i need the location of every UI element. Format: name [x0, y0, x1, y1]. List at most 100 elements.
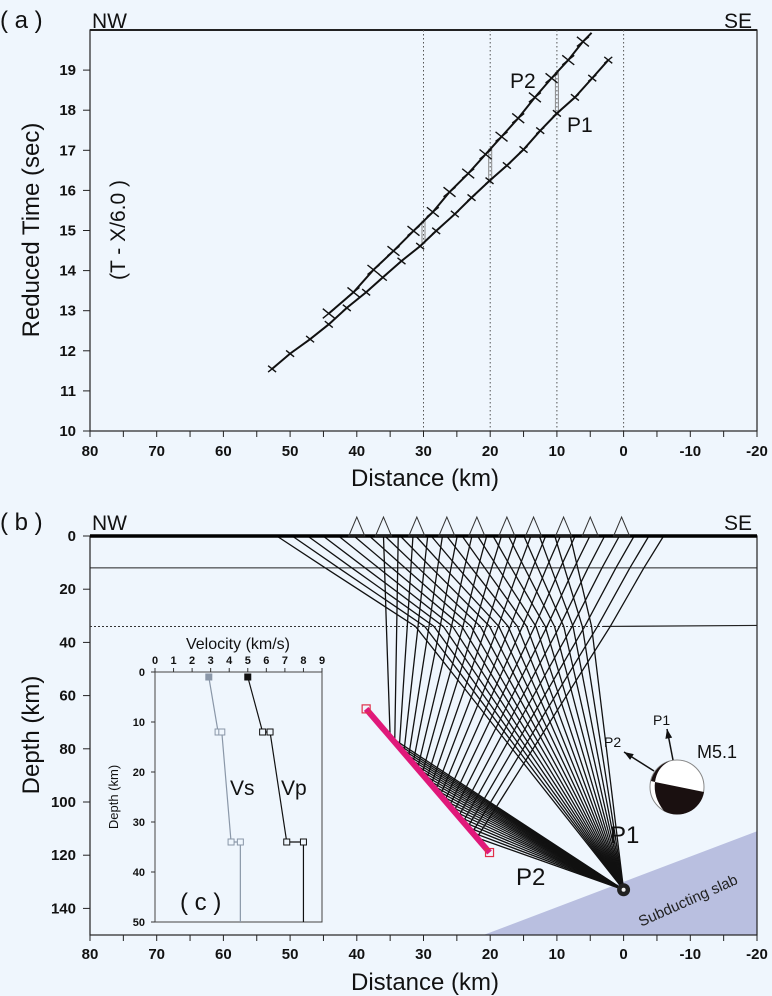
data-point-P2	[322, 308, 336, 319]
p1-ray	[538, 535, 625, 890]
p2-axis-arrow-icon-head	[624, 752, 634, 760]
data-point-P1	[342, 304, 352, 312]
station-triangle-icon	[348, 515, 366, 537]
data-point-P2	[387, 245, 400, 257]
data-point-P1	[450, 210, 460, 218]
p2-reflected-ray	[448, 535, 624, 891]
p2-reflected-ray	[444, 535, 624, 891]
panel-c-label: ( c )	[180, 889, 221, 916]
panel-a-x-tick-label: -10	[679, 443, 701, 460]
velocity-node-Vs	[227, 838, 235, 846]
velocity-node-Vp	[259, 728, 267, 736]
panel-a-y-tick-label: 17	[59, 142, 76, 159]
panel-b-x-tick-label: 0	[619, 946, 627, 963]
data-point-P2	[576, 36, 590, 47]
data-point-P1	[361, 288, 371, 297]
panel-b-se-label: SE	[724, 512, 752, 535]
panel-c-y-tick-label: 40	[133, 867, 145, 879]
panel-c-x-tick-label: 2	[189, 655, 195, 667]
p1-ray-label: P1	[610, 822, 639, 849]
p2-reflected-ray	[425, 535, 624, 891]
p1-ray	[291, 535, 625, 891]
p2-reflected-ray	[439, 535, 624, 891]
p2-reflected-ray	[412, 535, 624, 891]
panel-a-x-tick-label: 0	[619, 443, 627, 460]
data-point-P1	[502, 161, 512, 170]
data-point-P1	[267, 365, 277, 373]
velocity-node-Vs	[205, 673, 213, 681]
data-point-P2	[407, 225, 420, 237]
data-point-P2	[347, 286, 360, 298]
panel-c-y-tick-label: 50	[133, 917, 145, 929]
p2-reflected-ray	[421, 535, 624, 891]
panel-b-y-tick-label: 80	[59, 741, 76, 758]
p2-reflected-ray	[471, 535, 650, 891]
panel-a-nw-label: NW	[92, 10, 127, 33]
beachball-compressional-lower	[654, 782, 704, 815]
p2-reflected-ray	[430, 535, 624, 891]
panel-b-y-tick-label: 0	[68, 528, 76, 545]
panel-a-x-tick-label: 60	[215, 443, 232, 460]
data-point-P2	[511, 112, 525, 124]
panel-c-y-tick-label: 30	[133, 817, 145, 829]
reflector-endpoint-marker	[484, 847, 495, 858]
panel-b-x-tick-label: 30	[415, 946, 432, 963]
data-point-P2	[545, 72, 559, 84]
panel-b-plot: 80 70 60 50 40 30 20 10 0 -10 -2002040608010012014…	[51, 515, 768, 963]
panel-c-velocity-inset: Velocity (km/s) Depth (km) ( c ) Vs Vp	[106, 636, 307, 916]
data-point-P1	[415, 242, 425, 250]
data-point-P2	[495, 131, 508, 143]
panel-c-title: Velocity (km/s)	[186, 636, 290, 653]
data-point-P1	[519, 145, 528, 154]
panel-b-y-tick-label: 120	[51, 847, 76, 864]
data-point-P1	[378, 273, 388, 282]
panel-c-vs-label: Vs	[230, 777, 255, 800]
panel-a-y-tick-label: 13	[59, 303, 76, 320]
velocity-node-Vs	[218, 728, 226, 736]
panel-a-x-tick-label: 30	[415, 443, 432, 460]
p2-reflected-ray	[457, 535, 624, 891]
station-triangle-icon	[498, 515, 516, 537]
station-triangle-icon	[438, 515, 456, 537]
moho-solid	[602, 624, 758, 628]
p1-ray	[369, 535, 625, 891]
panel-b-x-tick-label: 70	[148, 946, 165, 963]
panel-b-ray-diagram: ( b ) NW SE Distance (km) Depth (km)	[0, 509, 752, 996]
panel-a-x-tick-label: 10	[549, 443, 566, 460]
velocity-node-Vs	[236, 838, 244, 846]
beachball-compressional-upper	[651, 761, 670, 782]
data-point-P2	[367, 264, 380, 276]
station-triangle-icon	[612, 515, 631, 537]
panel-c-x-tick-label: 4	[226, 655, 233, 667]
panel-a-se-label: SE	[724, 10, 752, 33]
panel-b-y-tick-label: 60	[59, 688, 76, 705]
reflector-endpoint-marker	[361, 704, 371, 714]
panel-c-x-tick-label: 3	[208, 655, 214, 667]
station-triangle-icon	[554, 515, 573, 537]
panel-b-y-tick-label: 140	[51, 900, 76, 917]
p1-ray	[384, 535, 625, 891]
station-triangle-icon	[581, 515, 600, 537]
data-point-P1	[552, 109, 562, 118]
p2-reflected-ray	[434, 535, 624, 891]
data-point-P2	[426, 206, 440, 218]
velocity-node-Vp	[244, 673, 252, 681]
panel-a-label: ( a )	[0, 7, 43, 34]
p2-reflected-ray	[398, 535, 624, 891]
data-point-P1	[587, 74, 597, 82]
velocity-node-Vp	[283, 838, 291, 846]
panel-b-x-tick-label: 20	[482, 946, 499, 963]
panel-a-y-tick-label: 11	[60, 383, 76, 400]
velocity-profile-Vp	[247, 676, 305, 922]
panel-a-y-tick-label: 18	[59, 102, 76, 119]
focal-mechanism-beachball-icon	[649, 759, 705, 815]
panel-a-ylabel: Reduced Time (sec)	[18, 123, 45, 338]
panel-a-y-tick-label: 19	[59, 62, 76, 79]
p1-ray	[322, 535, 625, 891]
p1-ray	[477, 535, 625, 890]
station-triangle-icon	[374, 515, 393, 537]
velocity-node-Vp	[299, 838, 307, 846]
station-triangle-icon	[468, 515, 486, 537]
data-point-P1	[603, 56, 613, 64]
station-triangle-icon	[408, 515, 426, 537]
